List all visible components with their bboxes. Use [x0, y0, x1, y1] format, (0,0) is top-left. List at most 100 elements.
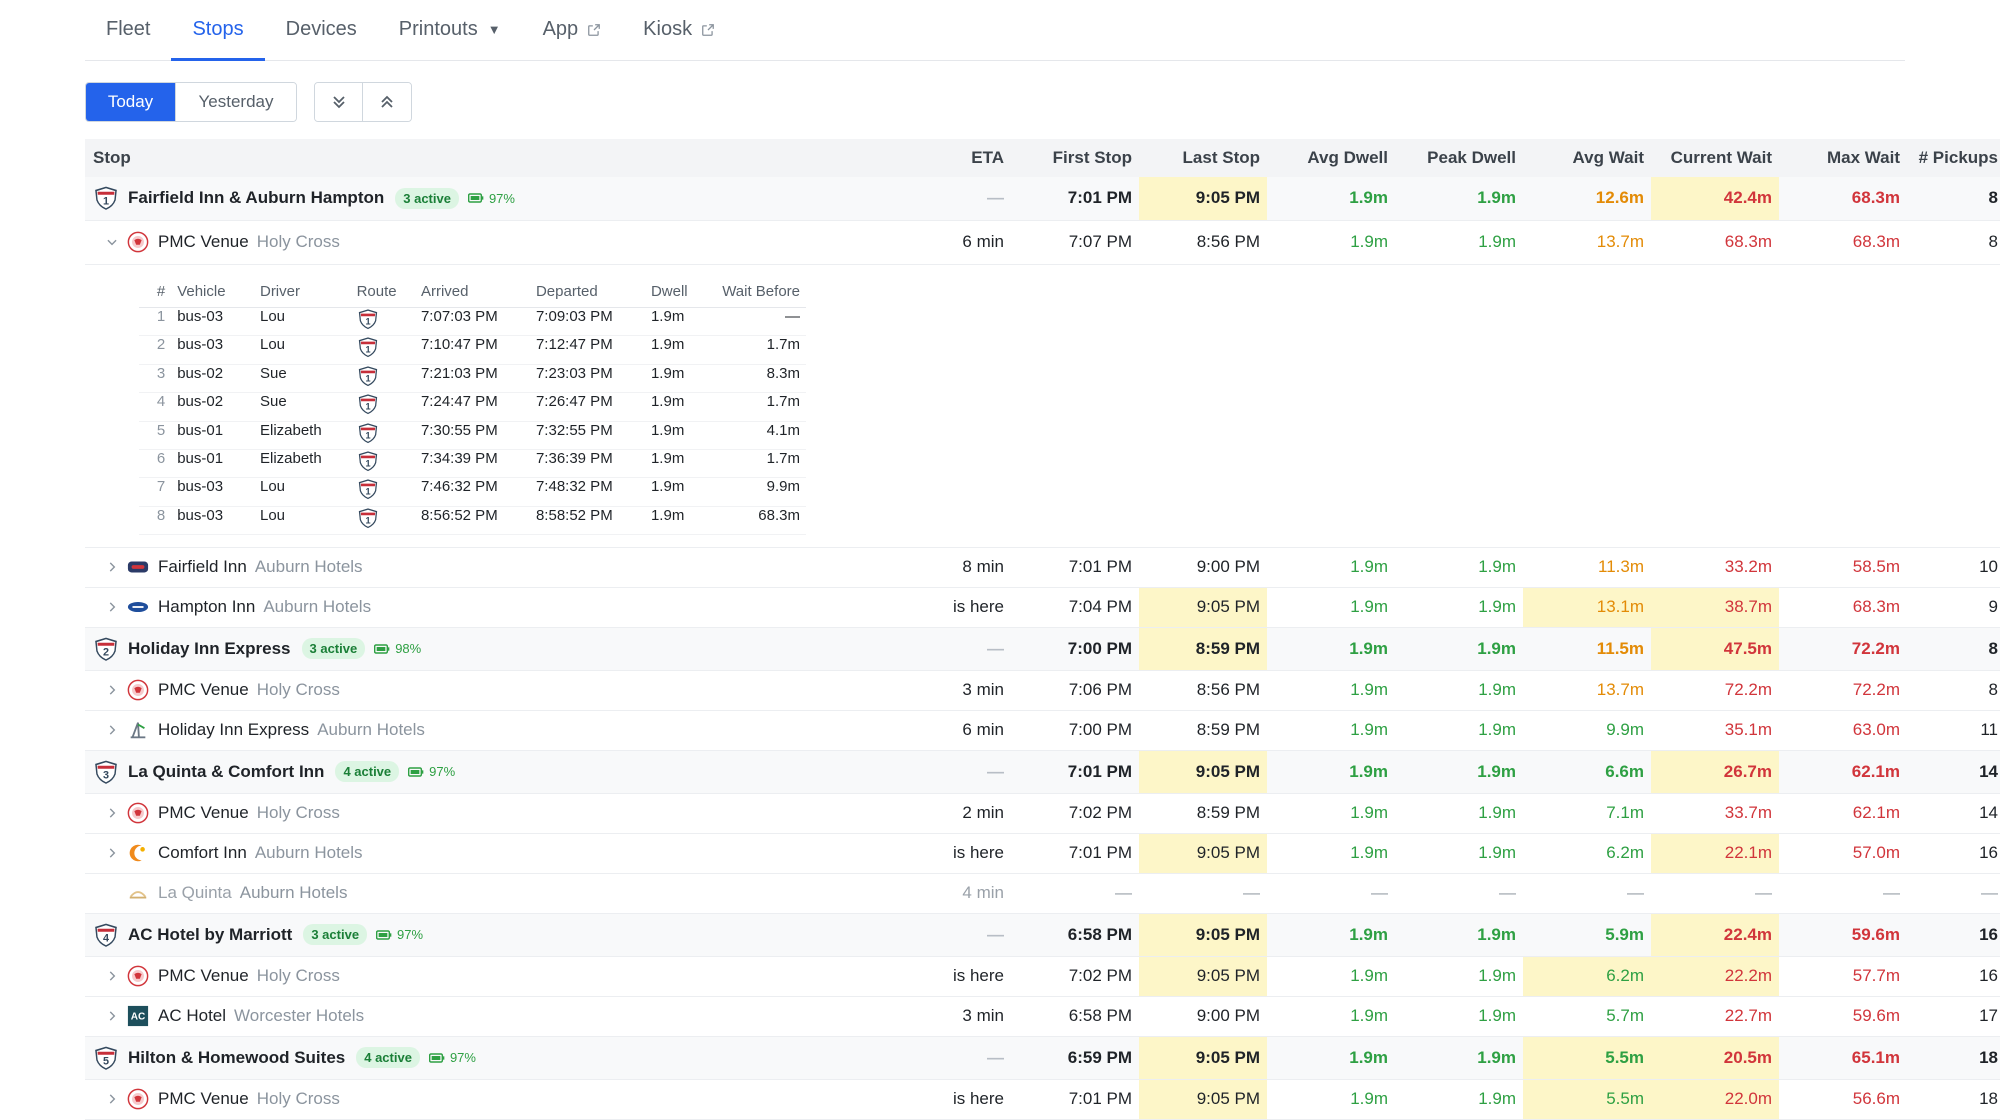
route-shield-icon: 1 [358, 422, 377, 443]
route-shield-icon: 5 [95, 1046, 117, 1070]
cell-avg-dwell: 1.9m [1267, 750, 1395, 794]
chevron-right-icon[interactable] [93, 683, 127, 697]
chevron-right-icon[interactable] [93, 1092, 127, 1106]
pmc-logo [127, 231, 149, 253]
trip-arrived: 8:56:52 PM [414, 506, 530, 536]
route-group-row[interactable]: 1 Fairfield Inn & Auburn Hampton 3 active 9… [85, 177, 2000, 221]
chevron-right-icon[interactable] [93, 600, 127, 614]
cell-last: 9:05 PM [1139, 913, 1267, 957]
trip-row: 6 bus-01 Elizabeth 1 7:34:39 PM 7:36:39 PM 1.9… [139, 449, 806, 479]
svg-text:1: 1 [365, 515, 370, 525]
route-name: Holiday Inn Express [128, 638, 291, 658]
stop-row[interactable]: PMC Venue Holy Cross is here 7:01 PM 9:05 PM… [85, 1079, 2000, 1120]
cell-avg-dwell: — [1267, 873, 1395, 914]
tab-fleet[interactable]: Fleet [85, 0, 171, 60]
route-group-row[interactable]: 3 La Quinta & Comfort Inn 4 active 97% —7:01… [85, 750, 2000, 794]
column-header[interactable]: Avg Dwell [1267, 139, 1395, 177]
cell-max-wait: 68.3m [1779, 220, 1907, 265]
chevron-right-icon [109, 562, 116, 572]
cell-current-wait: 33.2m [1651, 547, 1779, 588]
route-group-row[interactable]: 5 Hilton & Homewood Suites 4 active 97% —6:5… [85, 1036, 2000, 1080]
day-toggle: Today Yesterday [85, 82, 297, 122]
tab-devices[interactable]: Devices [265, 0, 378, 60]
route-name: Hilton & Homewood Suites [128, 1047, 346, 1067]
chevrons-up-icon [381, 95, 393, 108]
svg-text:1: 1 [365, 345, 370, 355]
cell-peak-dwell: 1.9m [1395, 956, 1523, 997]
stop-row[interactable]: PMC Venue Holy Cross 6 min 7:07 PM 8:56 PM 1.… [85, 220, 2000, 265]
stop-name: Hampton Inn [158, 597, 256, 616]
stop-row[interactable]: AC AC Hotel Worcester Hotels 3 min 6:58 PM 9:… [85, 996, 2000, 1037]
stop-group: Worcester Hotels [234, 1006, 365, 1025]
column-header[interactable]: Current Wait [1651, 139, 1779, 177]
chevron-right-icon [109, 1011, 116, 1021]
cell-peak-dwell: 1.9m [1395, 833, 1523, 874]
today-button[interactable]: Today [86, 83, 176, 121]
cell-last: 9:05 PM [1139, 750, 1267, 794]
trip-index: 3 [139, 364, 172, 394]
column-header[interactable]: # Pickups [1907, 139, 2000, 177]
chevron-right-icon[interactable] [93, 806, 127, 820]
cell-first: 6:58 PM [1011, 996, 1139, 1037]
stop-row[interactable]: PMC Venue Holy Cross is here 7:02 PM 9:05 PM… [85, 956, 2000, 997]
route-group-row[interactable]: 4 AC Hotel by Marriott 3 active 97% —6:58 PM… [85, 913, 2000, 957]
stop-name: PMC Venue [158, 1089, 249, 1108]
column-header[interactable]: Peak Dwell [1395, 139, 1523, 177]
trip-departed: 7:26:47 PM [529, 392, 645, 422]
chevron-right-icon[interactable] [93, 969, 127, 983]
cell-eta: 2 min [885, 793, 1011, 834]
trip-wait-before: — [709, 307, 806, 337]
trip-driver: Sue [253, 392, 351, 422]
trip-route: 1 [350, 392, 415, 422]
column-header[interactable]: Avg Wait [1523, 139, 1651, 177]
tab-printouts[interactable]: Printouts ▼ [378, 0, 522, 60]
stop-row[interactable]: PMC Venue Holy Cross 3 min 7:06 PM 8:56 PM 1.… [85, 670, 2000, 711]
trip-departed: 7:12:47 PM [529, 335, 645, 365]
stop-row[interactable]: Hampton Inn Auburn Hotels is here 7:04 PM 9:… [85, 587, 2000, 628]
yesterday-button[interactable]: Yesterday [176, 83, 296, 121]
collapse-all-button[interactable] [363, 83, 411, 121]
stop-row[interactable]: Holiday Inn Express Auburn Hotels 6 min 7:0… [85, 710, 2000, 751]
fairfield-logo [127, 556, 149, 578]
stop-name: Comfort Inn [158, 843, 247, 862]
expand-all-button[interactable] [315, 83, 363, 121]
column-header[interactable]: First Stop [1011, 139, 1139, 177]
trip-arrived: 7:21:03 PM [414, 364, 530, 394]
cell-last: 9:05 PM [1139, 1036, 1267, 1080]
cell-first: 7:02 PM [1011, 956, 1139, 997]
tab-app[interactable]: App [522, 0, 623, 60]
chevron-right-icon[interactable] [93, 560, 127, 574]
chevron-down-icon[interactable] [93, 235, 127, 249]
trip-dwell: 1.9m [644, 392, 710, 422]
tab-kiosk[interactable]: Kiosk [622, 0, 736, 60]
column-header[interactable]: Last Stop [1139, 139, 1267, 177]
route-group-row[interactable]: 2 Holiday Inn Express 3 active 98% —7:00 PM 8… [85, 627, 2000, 671]
trip-departed: 7:48:32 PM [529, 477, 645, 507]
route-name-cell: 3 La Quinta & Comfort Inn 4 active 97% [85, 750, 885, 794]
svg-text:3: 3 [103, 769, 109, 781]
cell-peak-dwell: 1.9m [1395, 547, 1523, 588]
column-header[interactable]: Max Wait [1779, 139, 1907, 177]
stop-name: Fairfield Inn [158, 557, 247, 576]
cell-first: 7:01 PM [1011, 177, 1139, 221]
trip-wait-before: 1.7m [709, 449, 806, 479]
trip-route: 1 [350, 477, 415, 507]
chevron-right-icon[interactable] [93, 723, 127, 737]
stop-row[interactable]: Fairfield Inn Auburn Hotels 8 min 7:01 PM 9:… [85, 547, 2000, 588]
battery-percent: 97% [429, 764, 456, 779]
trip-vehicle: bus-03 [171, 506, 254, 536]
column-header[interactable]: ETA [885, 139, 1011, 177]
tab-stops[interactable]: Stops [171, 0, 265, 61]
stop-row[interactable]: PMC Venue Holy Cross 2 min 7:02 PM 8:59 PM 1.… [85, 793, 2000, 834]
chevron-right-icon[interactable] [93, 1009, 127, 1023]
stop-row[interactable]: Comfort Inn Auburn Hotels is here 7:01 PM 9:… [85, 833, 2000, 874]
chevron-right-icon [109, 685, 116, 695]
svg-text:4: 4 [103, 932, 109, 944]
stop-row[interactable]: La Quinta Auburn Hotels 4 min — — — — — — — — [85, 873, 2000, 914]
column-header[interactable]: Stop [85, 139, 885, 177]
cell-pickups: 16 [1907, 913, 2000, 957]
chevron-right-icon[interactable] [93, 846, 127, 860]
battery-icon [408, 766, 424, 777]
trip-driver: Sue [253, 364, 351, 394]
cell-pickups: 11 [1907, 710, 2000, 751]
